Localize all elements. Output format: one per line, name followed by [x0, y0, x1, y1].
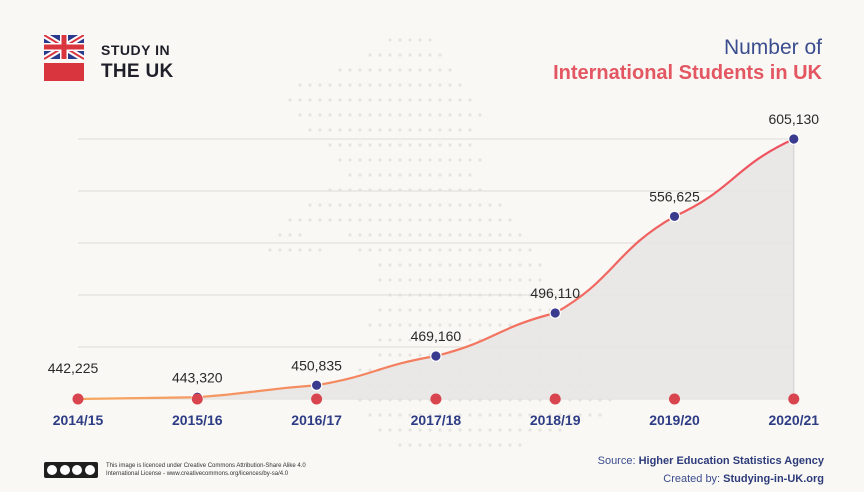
- baseline-dot-2016/17: [311, 393, 323, 405]
- source-value: Higher Education Statistics Agency: [638, 455, 824, 467]
- data-point-2020/21: [787, 133, 800, 145]
- data-point-2016/17: [310, 379, 323, 392]
- created-value: Studying-in-UK.org: [723, 473, 824, 485]
- tick-label-2019/20: 2019/20: [649, 412, 700, 428]
- source-credits: Source: Higher Education Statistics Agen…: [598, 452, 824, 488]
- creative-commons-icon: [44, 462, 98, 478]
- created-label: Created by:: [663, 473, 724, 485]
- x-axis-tick-labels: 2014/15 2015/16 2016/17 2017/18 2018/19 2019/…: [53, 412, 820, 428]
- data-label-2015/16: 443,320: [172, 369, 223, 385]
- data-point-2019/20: [668, 210, 681, 223]
- logo-line1: STUDY IN: [101, 42, 171, 58]
- tick-label-2018/19: 2018/19: [530, 412, 581, 428]
- license-line1: This image is licenced under Creative Co…: [106, 463, 306, 469]
- logo-line2: THE UK: [101, 61, 174, 82]
- baseline-dot-2020/21: [788, 393, 800, 405]
- baseline-dot-2019/20: [669, 393, 680, 405]
- chart-title: Number of International Students in UK: [553, 36, 822, 85]
- area-fill: [78, 139, 794, 399]
- data-label-2020/21: 605,130: [768, 111, 819, 127]
- data-label-2017/18: 469,160: [411, 328, 462, 344]
- data-label-2018/19: 496,110: [530, 285, 580, 301]
- title-line1: Number of: [723, 36, 822, 59]
- source-row: Source: Higher Education Statistics Agen…: [598, 452, 824, 470]
- title-line2: International Students in UK: [553, 62, 822, 84]
- data-label-2014/15: 442,225: [48, 360, 99, 376]
- source-label: Source:: [597, 455, 639, 467]
- license-block: This image is licenced under Creative Co…: [44, 462, 306, 478]
- logo-text: STUDY IN THE UK: [101, 43, 174, 81]
- tick-label-2020/21: 2020/21: [768, 412, 819, 428]
- data-labels: 442,225 443,320 450,835 469,160 496,110 556,6…: [48, 111, 820, 385]
- created-row: Created by: Studying-in-UK.org: [598, 470, 824, 488]
- data-point-2018/19: [549, 307, 561, 319]
- baseline-dot-2015/16: [191, 393, 203, 405]
- data-label-2019/20: 556,625: [649, 188, 700, 204]
- baseline-dot-2014/15: [72, 393, 84, 405]
- baseline-dot-2017/18: [430, 393, 442, 405]
- tick-label-2016/17: 2016/17: [291, 412, 342, 428]
- baseline-dots: [72, 393, 800, 405]
- license-line2: International License - www.creativecomm…: [106, 471, 289, 477]
- union-jack-flag-icon: [42, 32, 86, 81]
- data-point-2017/18: [430, 350, 442, 362]
- data-label-2016/17: 450,835: [291, 357, 342, 373]
- tick-label-2014/15: 2014/15: [53, 412, 104, 428]
- tick-label-2017/18: 2017/18: [411, 412, 462, 428]
- tick-label-2015/16: 2015/16: [172, 412, 223, 428]
- baseline-dot-2018/19: [549, 393, 561, 405]
